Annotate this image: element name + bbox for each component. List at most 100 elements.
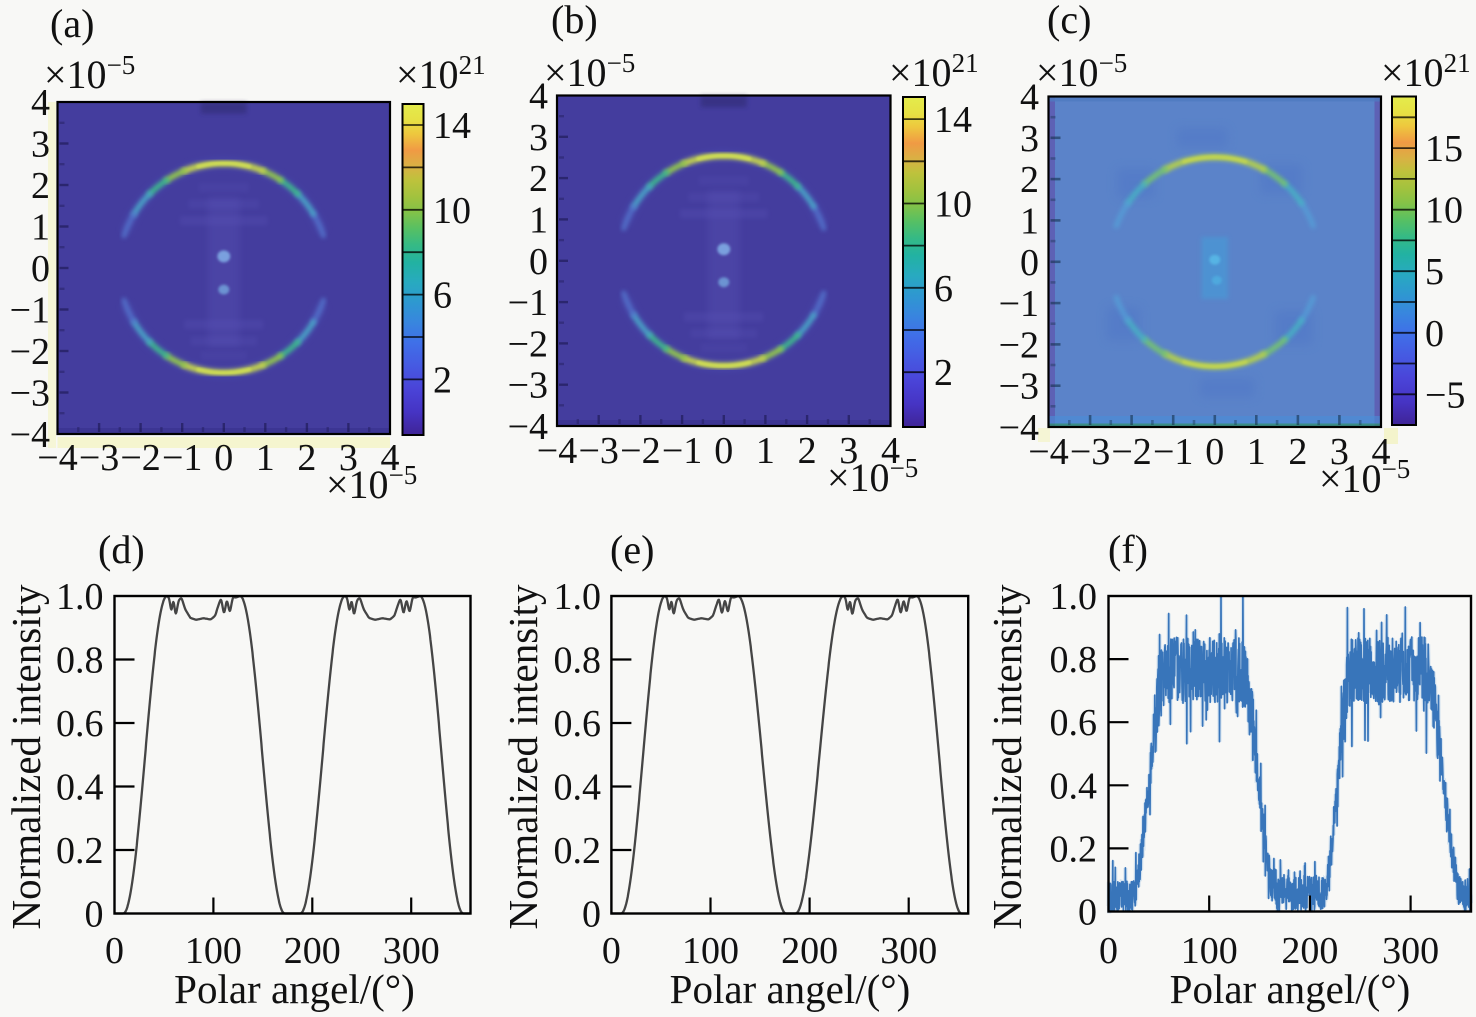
svg-text:×1021: ×1021 bbox=[1381, 48, 1471, 95]
svg-text:100: 100 bbox=[185, 930, 242, 972]
svg-text:3: 3 bbox=[1020, 118, 1039, 160]
svg-text:Normalized intensity: Normalized intensity bbox=[3, 584, 49, 929]
svg-text:0.2: 0.2 bbox=[554, 830, 602, 872]
svg-text:−4: −4 bbox=[10, 414, 50, 456]
svg-text:0: 0 bbox=[1078, 892, 1097, 934]
svg-text:−3: −3 bbox=[999, 366, 1039, 408]
svg-text:4: 4 bbox=[1020, 77, 1039, 119]
svg-text:100: 100 bbox=[1181, 930, 1238, 972]
svg-text:0.8: 0.8 bbox=[56, 640, 104, 682]
svg-text:200: 200 bbox=[284, 930, 341, 972]
svg-text:4: 4 bbox=[1372, 431, 1391, 473]
svg-text:×10−5: ×10−5 bbox=[827, 453, 918, 500]
svg-text:−1: −1 bbox=[662, 430, 702, 472]
svg-text:−1: −1 bbox=[10, 290, 50, 332]
svg-text:3: 3 bbox=[339, 437, 358, 479]
svg-text:4: 4 bbox=[381, 437, 400, 479]
svg-text:Normalized intensity: Normalized intensity bbox=[500, 584, 546, 929]
svg-text:0.4: 0.4 bbox=[554, 767, 602, 809]
svg-text:0.4: 0.4 bbox=[56, 767, 104, 809]
svg-text:15: 15 bbox=[1425, 128, 1463, 170]
svg-text:200: 200 bbox=[781, 930, 838, 972]
svg-text:4: 4 bbox=[529, 76, 548, 118]
svg-text:Polar angel/(°): Polar angel/(°) bbox=[174, 966, 415, 1012]
svg-text:6: 6 bbox=[433, 275, 452, 317]
svg-text:100: 100 bbox=[682, 930, 739, 972]
svg-text:0: 0 bbox=[1205, 431, 1224, 473]
svg-text:2: 2 bbox=[1020, 159, 1039, 201]
svg-text:−4: −4 bbox=[1028, 431, 1068, 473]
svg-text:2: 2 bbox=[297, 437, 316, 479]
svg-text:10: 10 bbox=[433, 190, 471, 232]
svg-text:Polar angel/(°): Polar angel/(°) bbox=[1170, 966, 1411, 1012]
svg-text:3: 3 bbox=[529, 117, 548, 159]
svg-text:0.8: 0.8 bbox=[1050, 639, 1098, 681]
svg-text:(d): (d) bbox=[98, 527, 145, 572]
svg-text:0: 0 bbox=[214, 437, 233, 479]
svg-text:0: 0 bbox=[582, 894, 601, 936]
svg-text:0.6: 0.6 bbox=[1050, 702, 1098, 744]
svg-text:0: 0 bbox=[31, 248, 50, 290]
svg-text:−1: −1 bbox=[1153, 431, 1193, 473]
svg-text:−3: −3 bbox=[10, 373, 50, 415]
svg-text:300: 300 bbox=[880, 930, 937, 972]
svg-text:−2: −2 bbox=[1111, 431, 1151, 473]
svg-text:−4: −4 bbox=[999, 407, 1039, 449]
svg-text:×10−5: ×10−5 bbox=[544, 48, 635, 95]
svg-text:3: 3 bbox=[31, 124, 50, 166]
svg-text:0: 0 bbox=[1099, 930, 1118, 972]
svg-text:1.0: 1.0 bbox=[1050, 576, 1098, 618]
svg-text:−3: −3 bbox=[578, 430, 618, 472]
svg-text:−4: −4 bbox=[37, 437, 77, 479]
svg-text:2: 2 bbox=[31, 165, 50, 207]
svg-text:3: 3 bbox=[839, 430, 858, 472]
svg-text:300: 300 bbox=[383, 930, 440, 972]
svg-text:×10−5: ×10−5 bbox=[1036, 48, 1127, 95]
svg-text:0: 0 bbox=[1020, 242, 1039, 284]
svg-text:300: 300 bbox=[1382, 930, 1439, 972]
svg-text:1: 1 bbox=[256, 437, 275, 479]
svg-text:−5: −5 bbox=[1425, 374, 1465, 416]
svg-text:−2: −2 bbox=[10, 331, 50, 373]
svg-text:0.6: 0.6 bbox=[554, 703, 602, 745]
svg-text:1: 1 bbox=[31, 207, 50, 249]
svg-text:2: 2 bbox=[1288, 431, 1307, 473]
svg-text:×1021: ×1021 bbox=[396, 50, 486, 97]
svg-text:0: 0 bbox=[529, 241, 548, 283]
svg-text:(e): (e) bbox=[610, 527, 654, 572]
svg-text:1: 1 bbox=[756, 430, 775, 472]
svg-text:×1021: ×1021 bbox=[889, 48, 979, 95]
svg-text:3: 3 bbox=[1330, 431, 1349, 473]
svg-text:−1: −1 bbox=[508, 282, 548, 324]
svg-text:0: 0 bbox=[105, 930, 124, 972]
svg-text:(c): (c) bbox=[1047, 0, 1091, 42]
svg-text:14: 14 bbox=[934, 99, 972, 141]
svg-text:−2: −2 bbox=[620, 430, 660, 472]
svg-text:2: 2 bbox=[433, 359, 452, 401]
svg-text:0.8: 0.8 bbox=[554, 640, 602, 682]
svg-text:6: 6 bbox=[934, 268, 953, 310]
svg-text:−3: −3 bbox=[79, 437, 119, 479]
svg-text:−1: −1 bbox=[162, 437, 202, 479]
svg-text:×10−5: ×10−5 bbox=[44, 50, 135, 97]
svg-text:−4: −4 bbox=[537, 430, 577, 472]
svg-text:4: 4 bbox=[881, 430, 900, 472]
svg-text:2: 2 bbox=[529, 158, 548, 200]
svg-text:10: 10 bbox=[1425, 190, 1463, 232]
svg-text:−1: −1 bbox=[999, 283, 1039, 325]
svg-text:2: 2 bbox=[798, 430, 817, 472]
svg-text:1: 1 bbox=[529, 199, 548, 241]
svg-text:−3: −3 bbox=[508, 365, 548, 407]
svg-text:1.0: 1.0 bbox=[56, 576, 104, 618]
svg-text:14: 14 bbox=[433, 105, 471, 147]
svg-text:−2: −2 bbox=[508, 323, 548, 365]
svg-text:0.2: 0.2 bbox=[1050, 828, 1098, 870]
svg-text:4: 4 bbox=[31, 82, 50, 124]
svg-text:0.2: 0.2 bbox=[56, 830, 104, 872]
svg-text:5: 5 bbox=[1425, 251, 1444, 293]
svg-text:−3: −3 bbox=[1070, 431, 1110, 473]
svg-text:0: 0 bbox=[714, 430, 733, 472]
svg-text:200: 200 bbox=[1281, 930, 1338, 972]
svg-text:(a): (a) bbox=[50, 1, 94, 46]
svg-text:−2: −2 bbox=[120, 437, 160, 479]
